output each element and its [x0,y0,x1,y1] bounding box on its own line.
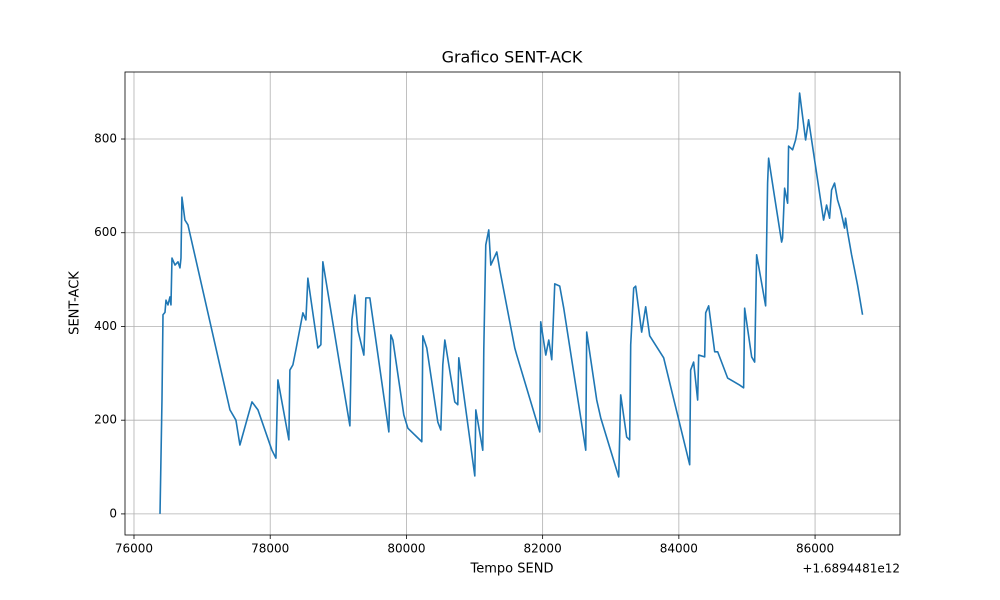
x-tick-label: 82000 [524,542,562,556]
x-axis-label: Tempo SEND [470,562,554,577]
x-tick-label: 76000 [115,542,153,556]
y-tick-label: 800 [94,132,117,146]
y-axis-label: SENT-ACK [68,271,83,335]
y-tick-label: 200 [94,413,117,427]
x-tick-label: 86000 [796,542,834,556]
plot-frame [124,71,901,536]
data-line [159,92,864,514]
x-tick-label: 78000 [251,542,289,556]
y-tick-label: 400 [94,319,117,333]
x-tick-label: 80000 [387,542,425,556]
chart-title: Grafico SENT-ACK [442,48,583,67]
x-tick-label: 84000 [660,542,698,556]
x-offset-label: +1.6894481e12 [802,562,900,576]
y-tick-label: 0 [109,506,117,520]
y-tick-label: 600 [94,225,117,239]
